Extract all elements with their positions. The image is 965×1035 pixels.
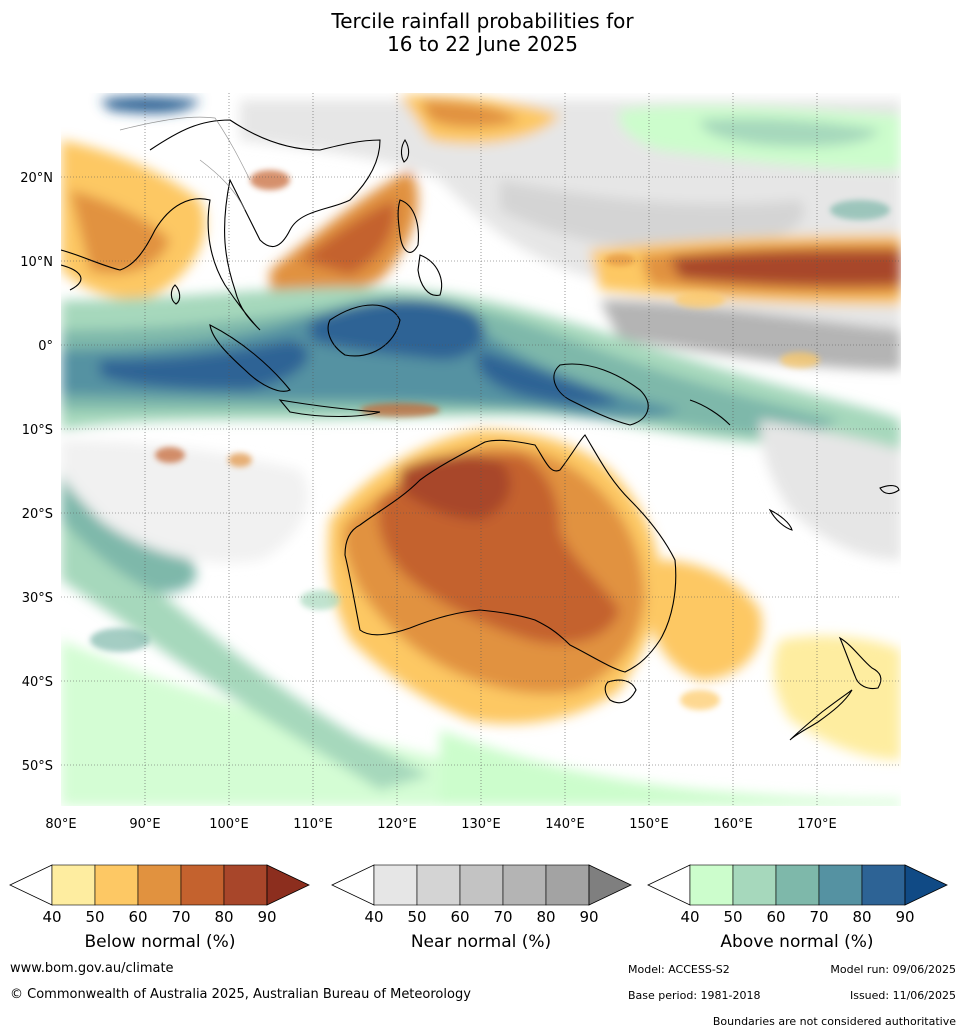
colorbar-near-label: Near normal (%) — [410, 932, 552, 952]
lon-label: 150°E — [629, 817, 669, 832]
colorbar-near-swatch — [502, 864, 547, 906]
colorbar-below-tick-label: 70 — [171, 908, 190, 926]
colorbar-below-tick-label: 50 — [85, 908, 104, 926]
lon-label: 100°E — [209, 817, 249, 832]
colorbar-above-swatch — [818, 864, 863, 906]
colorbar-near: 40 50 60 70 80 90 — [331, 864, 632, 926]
title-line-1: Tercile rainfall probabilities for — [331, 9, 634, 33]
map-title: Tercile rainfall probabilities for 16 to… — [0, 10, 965, 56]
colorbar-below-swatch — [180, 864, 225, 906]
lon-label: 140°E — [545, 817, 585, 832]
colorbar-above-tick-label: 80 — [852, 908, 871, 926]
lon-label: 110°E — [293, 817, 333, 832]
colorbar-above-tick-label: 60 — [766, 908, 785, 926]
colorbar-near-tick-label: 60 — [450, 908, 469, 926]
colorbar-above-tick-label: 70 — [809, 908, 828, 926]
colorbar-below-tick-label: 90 — [257, 908, 276, 926]
colorbar-below-swatch — [51, 864, 96, 906]
colorbar-near-extend-low — [331, 864, 375, 906]
colorbar-near-tick-label: 70 — [493, 908, 512, 926]
lat-label: 50°S — [22, 759, 53, 774]
colorbar-below-tick-label: 80 — [214, 908, 233, 926]
model-text: Model: ACCESS-S2 — [628, 963, 730, 976]
colorbar-near-swatch — [373, 864, 418, 906]
disclaimer-text: Boundaries are not considered authoritat… — [712, 1015, 956, 1028]
colorbar-near-tick-label: 80 — [536, 908, 555, 926]
colorbar-above: 40 50 60 70 80 90 — [647, 864, 948, 926]
colorbar-above-tick-label: 50 — [723, 908, 742, 926]
lat-label: 30°S — [22, 591, 53, 606]
lat-label: 0° — [38, 339, 53, 354]
copyright-text: © Commonwealth of Australia 2025, Austra… — [10, 987, 471, 1002]
gridlines — [61, 93, 901, 806]
lon-label: 90°E — [129, 817, 160, 832]
issued-text: Issued: 11/06/2025 — [849, 989, 956, 1002]
colorbar-above-swatch — [775, 864, 820, 906]
lon-label: 170°E — [797, 817, 837, 832]
model-run-text: Model run: 09/06/2025 — [830, 963, 956, 976]
colorbar-near-tick-label: 40 — [364, 908, 383, 926]
colorbar-above-label: Above normal (%) — [720, 932, 874, 952]
colorbar-near-swatch — [416, 864, 461, 906]
colorbar-below-label: Below normal (%) — [84, 932, 236, 952]
lat-label: 40°S — [22, 675, 53, 690]
lon-label: 120°E — [377, 817, 417, 832]
colorbar-below-extend-low — [9, 864, 53, 906]
colorbar-near-extend-high — [588, 864, 632, 906]
colorbar-below-extend-high — [266, 864, 310, 906]
lat-label: 10°N — [20, 255, 53, 270]
lon-label: 160°E — [713, 817, 753, 832]
lat-label: 10°S — [22, 423, 53, 438]
colorbar-above-swatch — [732, 864, 777, 906]
lat-label: 20°N — [20, 171, 53, 186]
colorbar-above-swatch — [861, 864, 906, 906]
title-line-2: 16 to 22 June 2025 — [387, 32, 578, 56]
colorbar-below-swatch — [223, 864, 268, 906]
coastlines — [61, 119, 900, 741]
colorbars: 40 50 60 70 80 90 40 50 60 70 80 90 40 50 60 70 80 90 — [9, 864, 948, 926]
lon-label: 130°E — [461, 817, 501, 832]
colorbar-above-tick-label: 90 — [895, 908, 914, 926]
colorbar-below-swatch — [137, 864, 182, 906]
colorbar-below-swatch — [94, 864, 139, 906]
lat-label: 20°S — [22, 507, 53, 522]
colorbar-above-extend-low — [647, 864, 691, 906]
colorbar-below-tick-label: 40 — [42, 908, 61, 926]
colorbar-near-swatch — [545, 864, 590, 906]
colorbar-below: 40 50 60 70 80 90 — [9, 864, 310, 926]
colorbar-above-tick-label: 40 — [680, 908, 699, 926]
colorbar-below-tick-label: 60 — [128, 908, 147, 926]
colorbar-near-tick-label: 50 — [407, 908, 426, 926]
website-text: www.bom.gov.au/climate — [10, 961, 174, 976]
colorbar-above-extend-high — [904, 864, 948, 906]
base-period-text: Base period: 1981-2018 — [628, 989, 761, 1002]
probability-field — [61, 93, 901, 806]
rainfall-probability-map: 80°E 90°E 100°E 110°E 120°E 130°E 140°E … — [20, 93, 901, 832]
colorbar-near-swatch — [459, 864, 504, 906]
colorbar-near-tick-label: 90 — [579, 908, 598, 926]
colorbar-above-swatch — [689, 864, 734, 906]
lon-label: 80°E — [45, 817, 76, 832]
